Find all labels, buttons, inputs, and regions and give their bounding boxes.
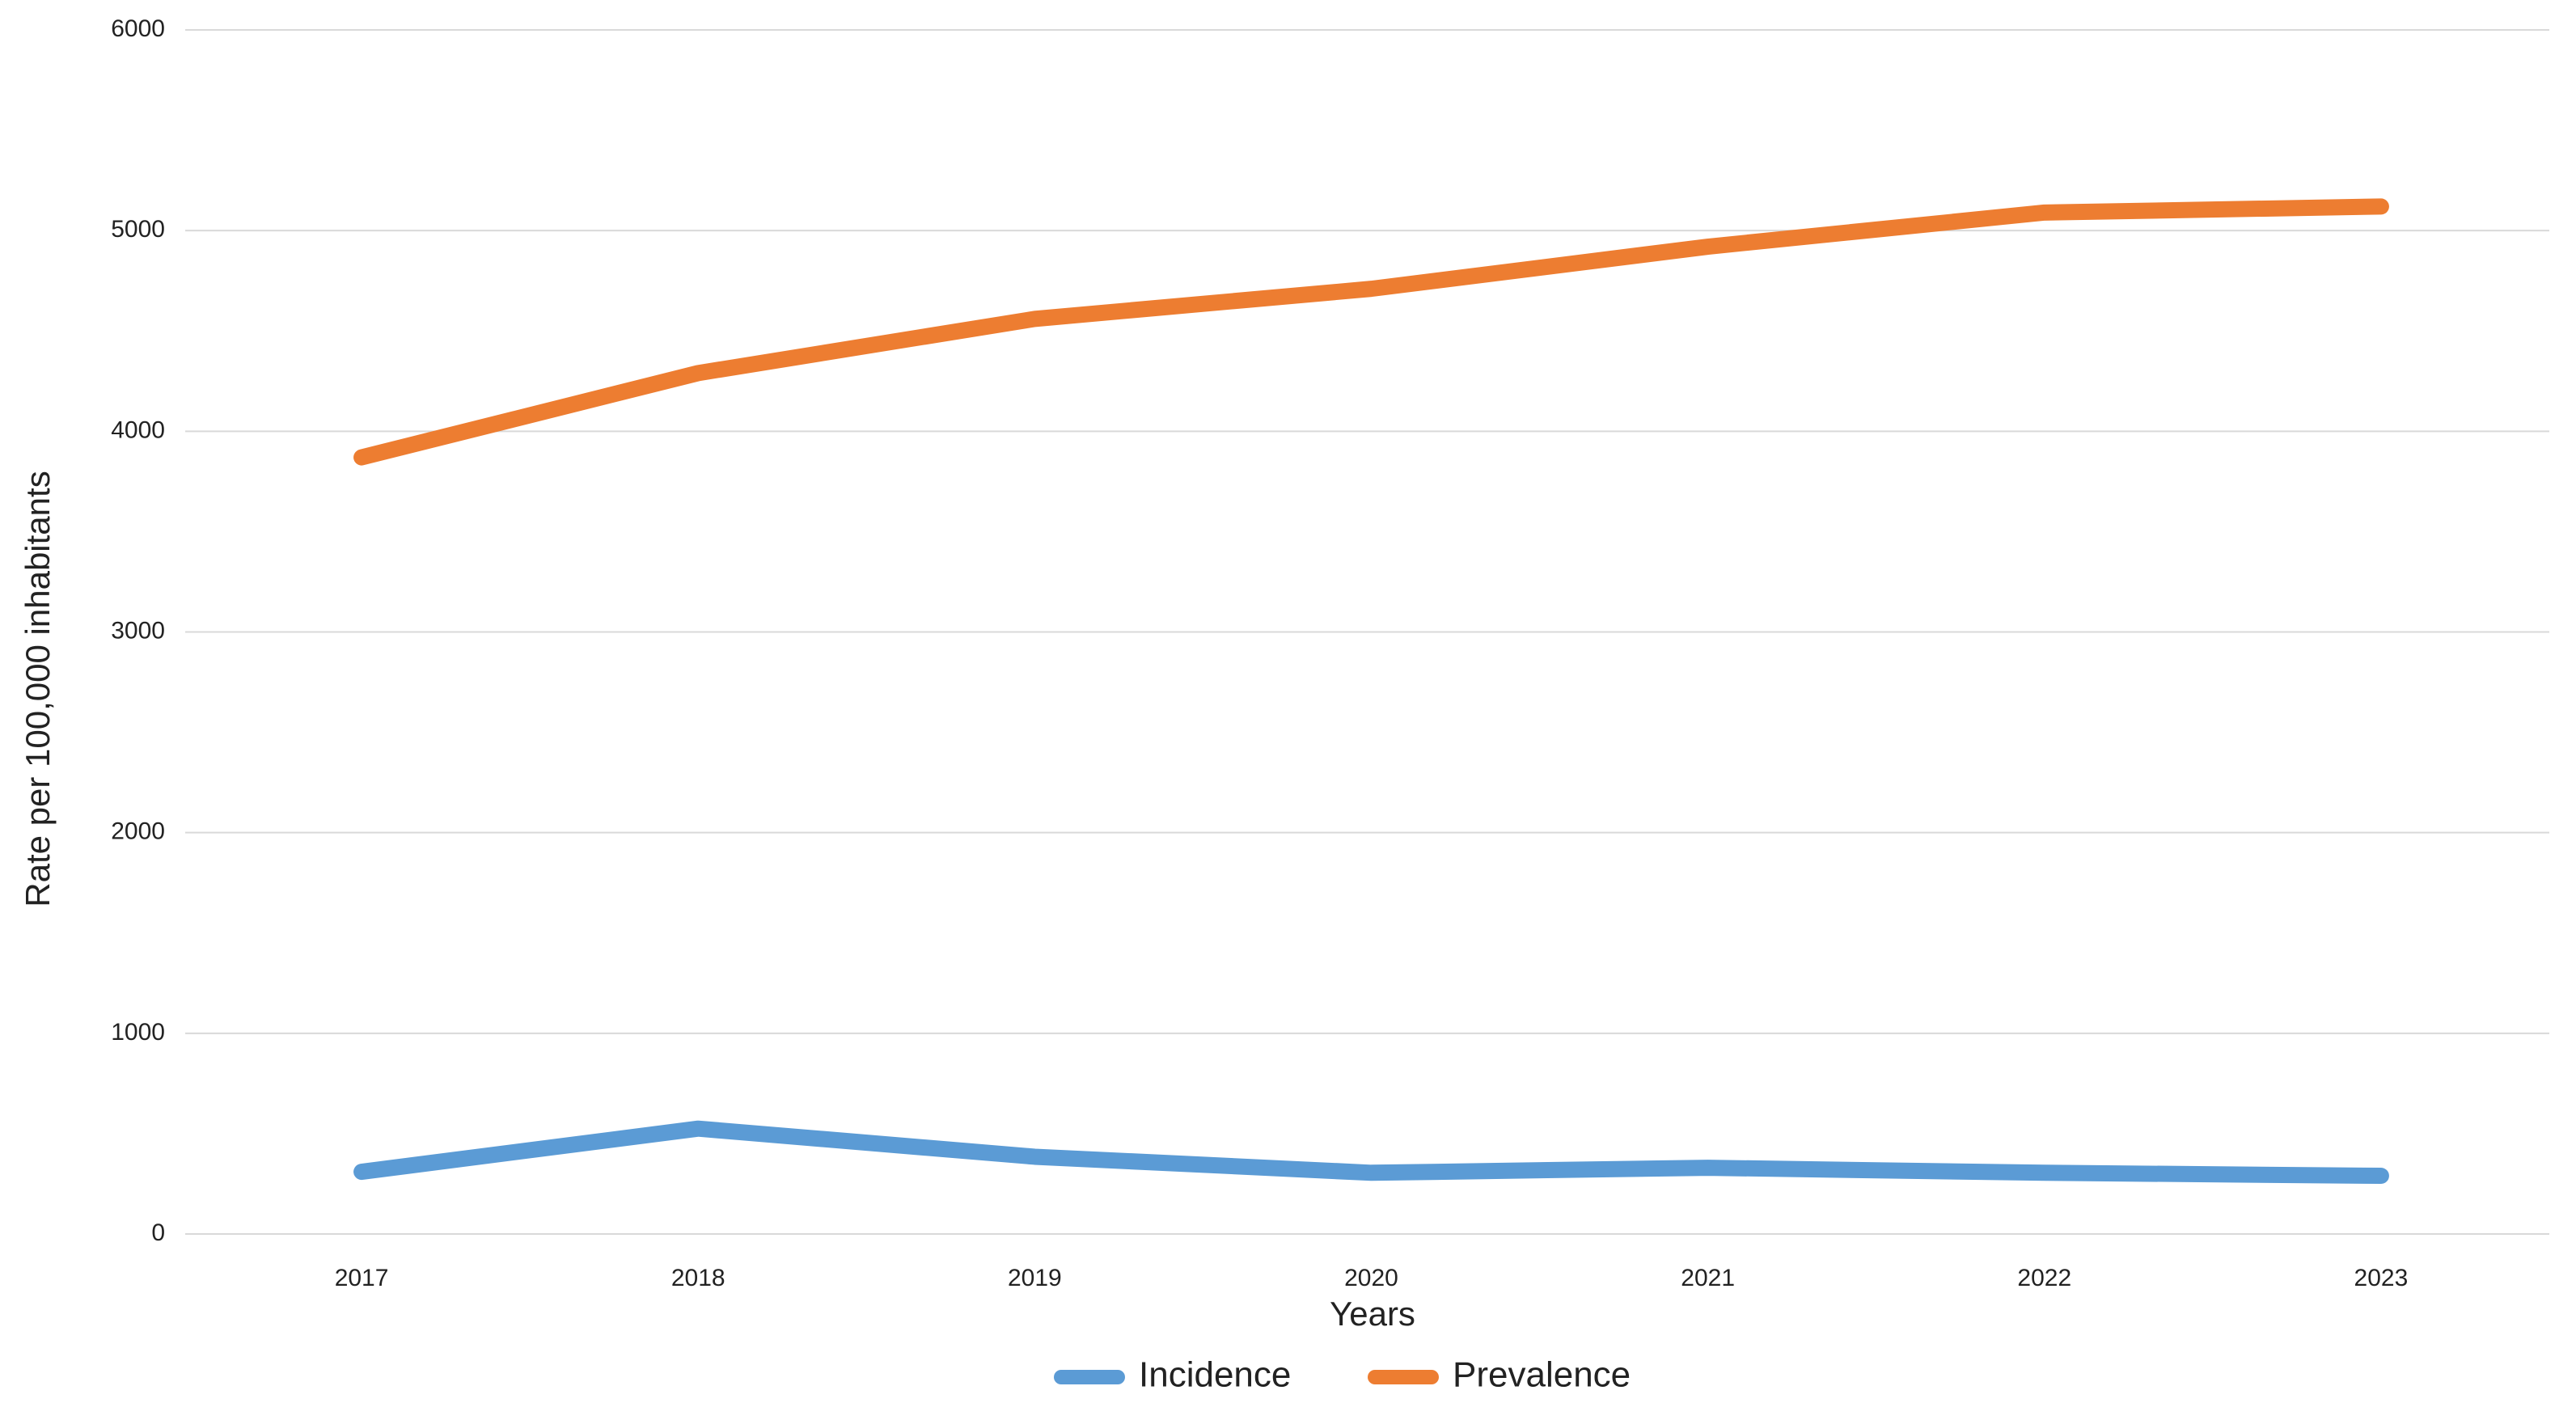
x-tick-label: 2019 — [1008, 1265, 1062, 1291]
y-tick-label: 0 — [151, 1219, 165, 1246]
legend-label: Incidence — [1139, 1355, 1291, 1395]
legend-label: Prevalence — [1453, 1355, 1631, 1395]
y-tick-label: 1000 — [111, 1019, 165, 1046]
y-axis-title: Rate per 100,000 inhabitants — [19, 471, 57, 906]
y-tick-label: 5000 — [111, 216, 165, 243]
y-tick-label: 3000 — [111, 617, 165, 644]
x-tick-label: 2021 — [1681, 1265, 1735, 1291]
y-tick-label: 2000 — [111, 818, 165, 845]
x-tick-label: 2017 — [335, 1265, 389, 1291]
x-tick-label: 2022 — [2017, 1265, 2071, 1291]
data-line — [353, 198, 2389, 466]
y-tick-label: 6000 — [111, 15, 165, 42]
x-tick-label: 2018 — [671, 1265, 725, 1291]
x-tick-label: 2023 — [2354, 1265, 2409, 1291]
x-tick-label: 2020 — [1344, 1265, 1398, 1291]
x-axis-title: Years — [1330, 1295, 1415, 1333]
data-line — [353, 1120, 2389, 1185]
y-tick-label: 4000 — [111, 416, 165, 443]
